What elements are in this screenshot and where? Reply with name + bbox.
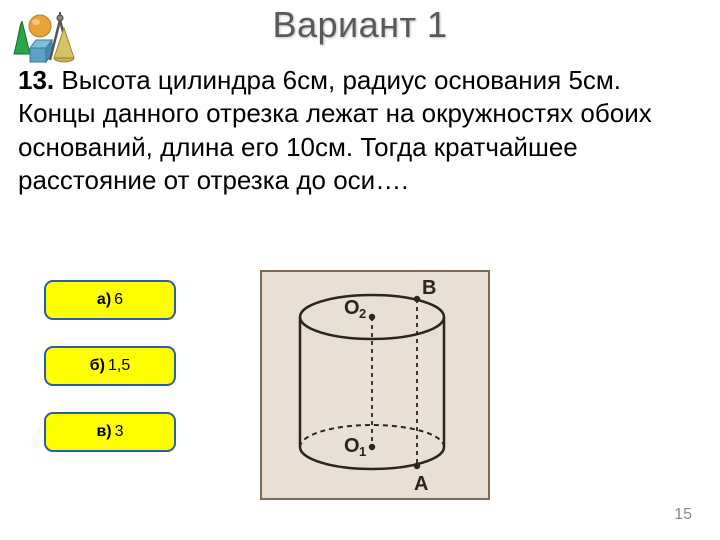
answer-value: 3 bbox=[115, 423, 124, 441]
answer-option-v[interactable]: в) 3 bbox=[44, 412, 176, 452]
label-o1: O bbox=[344, 435, 360, 457]
answer-letter: а) bbox=[97, 291, 111, 309]
page-number: 15 bbox=[674, 506, 692, 524]
svg-text:1: 1 bbox=[359, 444, 366, 459]
lower-section: а) 6 б) 1,5 в) 3 O 2 O 1 bbox=[0, 280, 720, 540]
question-text: 13. Высота цилиндра 6см, радиус основани… bbox=[0, 46, 720, 197]
geometry-tools-icon bbox=[6, 6, 78, 74]
answer-option-b[interactable]: б) 1,5 bbox=[44, 346, 176, 386]
answer-value: 1,5 bbox=[108, 357, 130, 375]
answer-letter: в) bbox=[96, 423, 111, 441]
answer-option-a[interactable]: а) 6 bbox=[44, 280, 176, 320]
label-b: B bbox=[422, 277, 436, 299]
label-o2: O bbox=[344, 297, 360, 319]
answers-column: а) 6 б) 1,5 в) 3 bbox=[44, 280, 194, 478]
cylinder-diagram: O 2 O 1 B A bbox=[260, 270, 490, 500]
svg-text:2: 2 bbox=[359, 306, 366, 321]
question-body: Высота цилиндра 6см, радиус основания 5с… bbox=[18, 65, 652, 195]
answer-value: 6 bbox=[114, 291, 123, 309]
page-title: Вариант 1 bbox=[0, 0, 720, 46]
answer-letter: б) bbox=[90, 357, 105, 375]
label-a: A bbox=[414, 473, 428, 495]
